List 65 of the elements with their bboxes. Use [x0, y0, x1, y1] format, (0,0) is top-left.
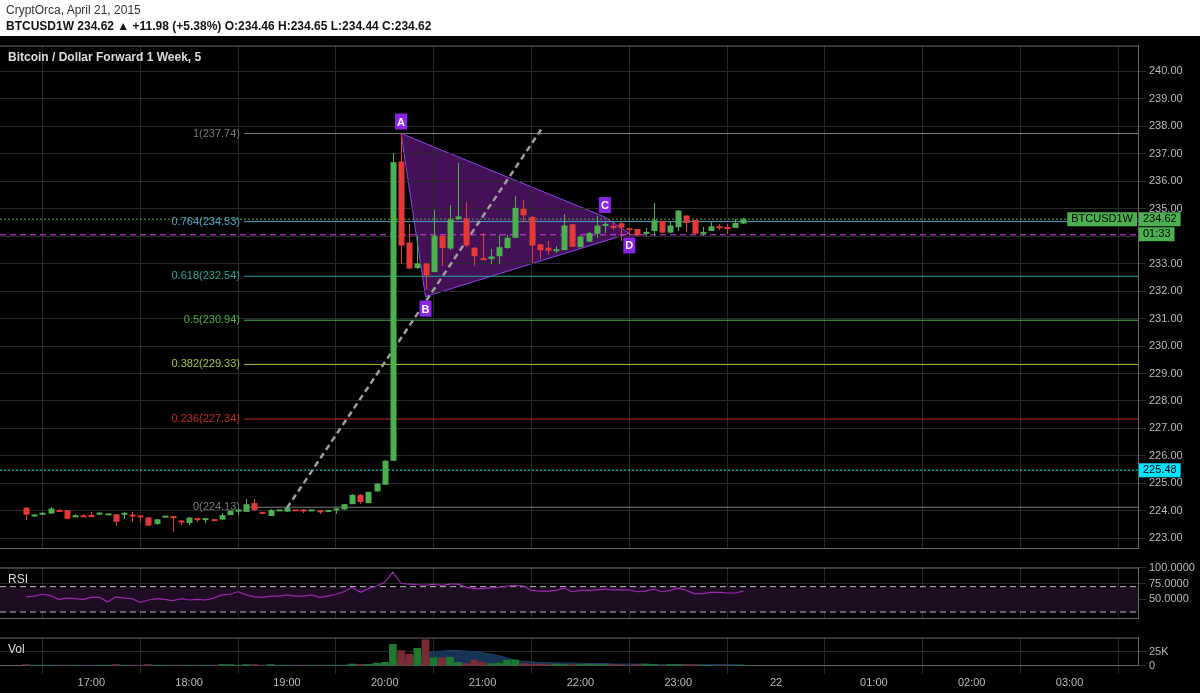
y-tick-label: 231.00 — [1149, 311, 1183, 324]
y-tick-label: 226.00 — [1149, 448, 1183, 461]
chart-title: Vol — [8, 641, 25, 656]
bar — [438, 657, 446, 666]
y-tick-label: 224.00 — [1149, 503, 1183, 516]
y-tick-label: 236.00 — [1149, 174, 1183, 187]
y-tick-label: 230.00 — [1149, 339, 1183, 352]
y-tick-label: 227.00 — [1149, 421, 1183, 434]
x-tick-label: 22:00 — [566, 676, 595, 689]
chart-title: RSI — [8, 571, 29, 586]
ref-line-label: 0.5(230.94) — [183, 313, 240, 326]
text: 01:33 — [1143, 227, 1171, 240]
y-tick-label: 233.00 — [1149, 256, 1183, 269]
ref-line-label: 225.48 — [1143, 463, 1177, 476]
annotation: D — [625, 239, 634, 252]
y-tick-label: 229.00 — [1149, 366, 1183, 379]
x-tick-label: 18:00 — [175, 676, 203, 689]
y-tick-label: 232.00 — [1149, 284, 1183, 297]
annotation: C — [600, 198, 609, 211]
y-tick-label: 223.00 — [1149, 531, 1183, 544]
chart-subtitle: CryptOrca, April 21, 2015 — [6, 2, 142, 18]
y-tick-label: 237.00 — [1149, 146, 1183, 159]
candlestick — [423, 262, 430, 290]
candlestick — [382, 459, 389, 486]
annotation: A — [397, 115, 406, 128]
x-tick-label: 19:00 — [273, 676, 301, 689]
chart-title: Bitcoin / Dollar Forward 1 Week, 5 — [8, 49, 202, 64]
ref-line-label: 0(224.13) — [192, 500, 240, 513]
x-tick-label: 02:00 — [957, 676, 986, 689]
ref-line-label: 0.618(232.54) — [171, 269, 240, 282]
candlestick — [471, 246, 478, 267]
x-tick-label: 23:00 — [664, 676, 692, 689]
candlestick — [480, 232, 487, 261]
x-tick-label: 17:00 — [77, 676, 106, 689]
ref-line-label: 1(237.74) — [192, 126, 240, 139]
x-tick-label: 20:00 — [371, 676, 399, 689]
y-tick-label: 228.00 — [1149, 393, 1183, 406]
y-tick-label: 235.00 — [1149, 201, 1183, 214]
y-tick-label: 239.00 — [1149, 91, 1183, 104]
y-tick-label: 240.00 — [1149, 64, 1183, 77]
ref-line-label: 0.382(229.33) — [171, 357, 240, 370]
candlestick — [496, 234, 503, 265]
y-tick-label: 25K — [1149, 644, 1170, 657]
annotation: BTCUSD1W — [1071, 212, 1134, 225]
text: BTCUSD1W 234.62 ▲ +11.98 (+5.38%) O:234.46 H:234.65 L:234.44 C:234.62 — [6, 18, 433, 34]
ref-line-label: 0.764(234.53) — [171, 214, 240, 227]
candlestick — [414, 234, 421, 270]
bar — [429, 657, 438, 666]
annotation: B — [421, 302, 430, 315]
y-tick-label: 75.0000 — [1149, 576, 1189, 589]
x-tick-label: 01:00 — [860, 676, 888, 689]
candlestick — [618, 221, 625, 242]
candlestick — [439, 234, 446, 267]
y-tick-label: 225.00 — [1149, 476, 1183, 489]
candlestick — [675, 209, 682, 232]
ref-line-label: 0.236(227.34) — [171, 412, 240, 425]
y-tick-label: 238.00 — [1149, 119, 1183, 132]
y-tick-label: 100.0000 — [1149, 560, 1195, 573]
x-tick-label: 03:00 — [1055, 676, 1084, 689]
candlestick — [520, 199, 527, 223]
ref-line-label: 234.62 — [1143, 212, 1177, 225]
x-tick-label: 22 — [769, 676, 783, 689]
y-tick-label: 0 — [1149, 658, 1156, 671]
x-tick-label: 21:00 — [468, 676, 497, 689]
y-tick-label: 50.0000 — [1149, 592, 1189, 605]
